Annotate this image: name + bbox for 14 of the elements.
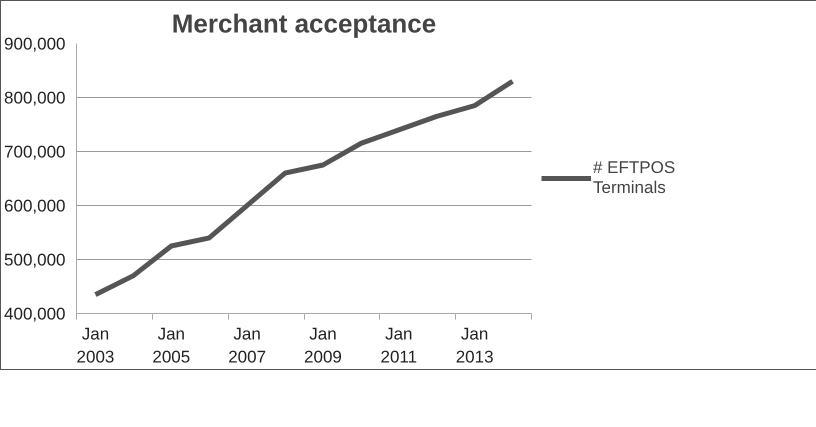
x-tick-label: Jan 2011 — [380, 324, 418, 366]
x-tick-label: Jan 2005 — [152, 324, 190, 366]
legend-label: # EFTPOS Terminals — [593, 158, 676, 198]
y-tick-label: 500,000 — [4, 250, 66, 270]
x-tick-label: Jan 2013 — [456, 324, 494, 366]
x-tick-label: Jan 2009 — [304, 324, 342, 366]
y-tick-label: 900,000 — [4, 34, 66, 54]
x-tick-label: Jan 2007 — [228, 324, 266, 366]
y-tick-label: 600,000 — [4, 196, 66, 216]
y-tick-label: 400,000 — [4, 304, 66, 324]
chart-title: Merchant acceptance — [172, 8, 436, 38]
y-tick-label: 700,000 — [4, 142, 66, 162]
x-tick-label: Jan 2003 — [76, 324, 114, 366]
y-tick-label: 800,000 — [4, 88, 66, 108]
